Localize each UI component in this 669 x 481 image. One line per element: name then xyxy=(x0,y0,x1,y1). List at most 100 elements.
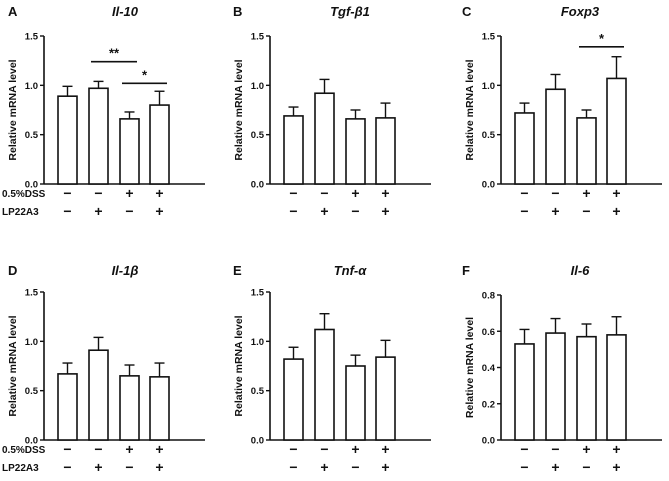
treatment-sign: − xyxy=(351,459,359,475)
treatment-sign: − xyxy=(351,203,359,219)
treatment-row-label: 0.5%DSS xyxy=(2,189,46,200)
y-axis-label: Relative mRNA level xyxy=(233,315,245,416)
bar xyxy=(375,117,396,185)
y-tick-label: 0.2 xyxy=(482,399,495,410)
treatment-row-label: LP22A3 xyxy=(2,463,39,474)
treatment-sign: + xyxy=(351,185,359,201)
treatment-sign: + xyxy=(125,185,133,201)
bar xyxy=(375,356,396,441)
treatment-sign: − xyxy=(125,203,133,219)
y-tick-label: 1.0 xyxy=(251,337,264,348)
bar xyxy=(345,118,366,185)
panel-f: F Il-6 Relative mRNA level 0.0 0.2 0.4 0.6 0.8 −… xyxy=(462,263,662,475)
bar xyxy=(606,334,627,441)
panel-title: Il-6 xyxy=(571,263,591,278)
y-tick-label: 1.0 xyxy=(25,81,38,92)
panel-letter: A xyxy=(8,4,18,19)
y-axis-label: Relative mRNA level xyxy=(7,59,19,160)
treatment-sign: + xyxy=(320,459,328,475)
treatment-sign: + xyxy=(155,203,163,219)
treatment-sign: + xyxy=(320,203,328,219)
y-tick-label: 1.5 xyxy=(25,288,39,299)
bar xyxy=(283,358,304,441)
panel-letter: D xyxy=(8,263,17,278)
y-axis-label: Relative mRNA level xyxy=(7,315,19,416)
bar xyxy=(545,332,566,441)
treatment-sign: + xyxy=(551,203,559,219)
treatment-sign: + xyxy=(155,185,163,201)
bar xyxy=(88,349,109,441)
bar xyxy=(606,77,627,185)
treatment-sign: − xyxy=(551,185,559,201)
y-tick-label: 0.4 xyxy=(482,363,496,374)
treatment-sign: − xyxy=(94,185,102,201)
panel-letter: B xyxy=(233,4,242,19)
y-tick-label: 0.0 xyxy=(482,436,495,447)
panel-c: C Foxp3 Relative mRNA level 0.0 0.5 1.0 1.5 * − −… xyxy=(462,4,662,219)
treatment-sign: + xyxy=(351,441,359,457)
treatment-sign: − xyxy=(320,441,328,457)
treatment-sign: − xyxy=(94,441,102,457)
bar xyxy=(545,88,566,185)
panel-d: D Il-1β Relative mRNA level 0.0 0.5 1.0 1.5 − − +… xyxy=(2,263,205,475)
treatment-row-label: LP22A3 xyxy=(2,207,39,218)
treatment-sign: + xyxy=(381,203,389,219)
treatment-sign: + xyxy=(612,203,620,219)
y-tick-label: 0.0 xyxy=(251,180,264,191)
y-axis-label: Relative mRNA level xyxy=(464,59,476,160)
treatment-sign: − xyxy=(520,203,528,219)
treatment-sign: − xyxy=(289,203,297,219)
bar xyxy=(119,118,140,185)
treatment-sign: − xyxy=(289,459,297,475)
treatment-sign: + xyxy=(551,459,559,475)
treatment-sign: + xyxy=(612,459,620,475)
treatment-sign: − xyxy=(582,203,590,219)
panel-title: Foxp3 xyxy=(561,4,600,19)
y-tick-label: 0.8 xyxy=(482,291,495,302)
treatment-sign: − xyxy=(520,185,528,201)
treatment-sign: + xyxy=(381,459,389,475)
treatment-sign: − xyxy=(63,441,71,457)
panel-title: Il-1β xyxy=(112,263,139,278)
bar xyxy=(283,115,304,185)
y-tick-label: 1.5 xyxy=(251,288,265,299)
y-tick-label: 0.5 xyxy=(25,130,39,141)
treatment-sign: + xyxy=(381,185,389,201)
y-tick-label: 1.5 xyxy=(482,32,496,43)
y-tick-label: 0.0 xyxy=(251,436,264,447)
y-axis-label: Relative mRNA level xyxy=(233,59,245,160)
treatment-sign: + xyxy=(94,203,102,219)
treatment-sign: − xyxy=(520,441,528,457)
bar xyxy=(57,95,78,185)
y-tick-label: 0.5 xyxy=(251,130,265,141)
treatment-sign: − xyxy=(125,459,133,475)
treatment-sign: + xyxy=(582,441,590,457)
treatment-sign: − xyxy=(582,459,590,475)
treatment-row-label: 0.5%DSS xyxy=(2,445,46,456)
significance-marker: ** xyxy=(109,46,120,61)
y-tick-label: 0.5 xyxy=(25,386,39,397)
treatment-sign: + xyxy=(381,441,389,457)
y-tick-label: 0.5 xyxy=(251,386,265,397)
panel-letter: E xyxy=(233,263,242,278)
bar xyxy=(88,87,109,185)
treatment-sign: − xyxy=(289,441,297,457)
y-tick-label: 0.5 xyxy=(482,130,496,141)
bar xyxy=(576,335,597,441)
y-tick-label: 1.0 xyxy=(482,81,495,92)
treatment-sign: + xyxy=(612,441,620,457)
panel-e: E Tnf-α Relative mRNA level 0.0 0.5 1.0 1.5 − − +… xyxy=(233,263,431,475)
panel-letter: F xyxy=(462,263,470,278)
bar xyxy=(149,376,170,441)
y-tick-label: 0.0 xyxy=(482,180,495,191)
treatment-sign: + xyxy=(612,185,620,201)
treatment-sign: − xyxy=(551,441,559,457)
bar xyxy=(149,104,170,185)
treatment-sign: − xyxy=(520,459,528,475)
treatment-sign: − xyxy=(320,185,328,201)
bar xyxy=(576,117,597,185)
treatment-sign: + xyxy=(155,459,163,475)
bar xyxy=(345,365,366,441)
